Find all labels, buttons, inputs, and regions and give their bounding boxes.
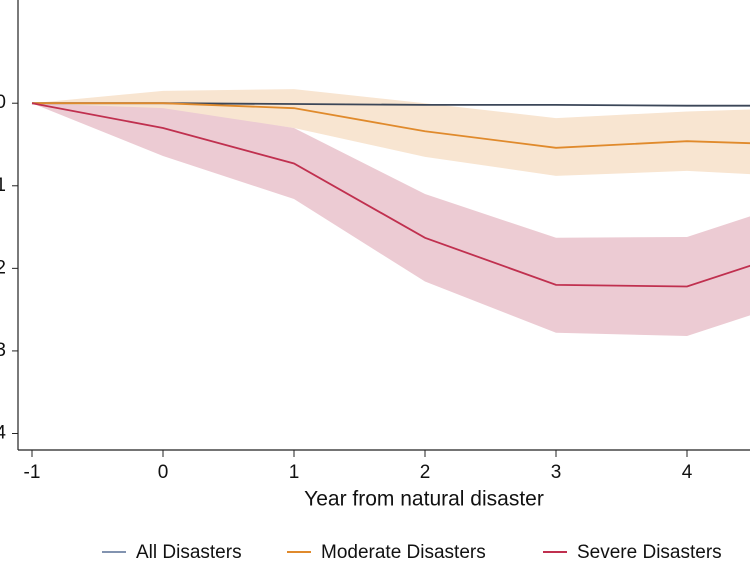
y-tick-label: -.3 — [0, 340, 6, 361]
confidence-band — [32, 103, 750, 337]
series-line — [31, 102, 750, 288]
x-tick-label: 0 — [158, 462, 169, 483]
y-tick-label: -.1 — [0, 175, 6, 196]
x-tick-label: 3 — [551, 462, 562, 483]
x-tick-label: 4 — [682, 462, 693, 483]
series-line — [32, 102, 750, 149]
confidence-band — [32, 89, 750, 176]
y-tick-label: -.4 — [0, 423, 6, 444]
y-tick-label: -.2 — [0, 257, 6, 278]
y-tick-label: 0 — [0, 92, 6, 113]
plot-area — [31, 89, 750, 337]
legend-label: All Disasters — [136, 542, 242, 563]
legend-label: Severe Disasters — [577, 542, 722, 563]
x-tick-label: 2 — [420, 462, 431, 483]
x-tick-label: 1 — [289, 462, 300, 483]
x-axis-label: Year from natural disaster — [304, 488, 544, 511]
legend-label: Moderate Disasters — [321, 542, 486, 563]
x-tick-label: -1 — [24, 462, 41, 483]
